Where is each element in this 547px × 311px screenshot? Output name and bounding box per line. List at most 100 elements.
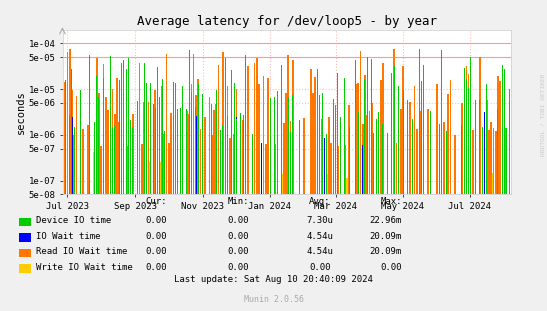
Bar [400,102,401,194]
Bar [222,52,224,194]
Bar [400,109,402,194]
Bar [103,78,104,194]
Text: 22.96m: 22.96m [370,216,402,225]
Bar [362,145,363,194]
Bar [421,111,422,194]
Bar [75,96,77,194]
Bar [236,89,237,194]
Bar [225,58,226,194]
Bar [211,135,213,194]
Text: Device IO time: Device IO time [36,216,111,225]
Bar [229,138,230,194]
Bar [486,100,487,194]
Bar [236,119,237,194]
Bar [479,100,480,194]
Bar [364,79,365,194]
Bar [112,89,113,194]
Bar [499,81,501,194]
Bar [208,97,210,194]
Bar [499,155,501,194]
Bar [387,141,388,194]
Text: 0.00: 0.00 [227,232,249,241]
Text: 4.54u: 4.54u [306,248,334,256]
Bar [340,117,341,194]
Text: Write IO Wait time: Write IO Wait time [36,263,132,272]
Bar [392,73,393,194]
Bar [260,143,262,194]
Bar [423,128,424,194]
Bar [182,86,183,194]
Text: Avg:: Avg: [309,197,331,206]
Bar [281,65,282,194]
Bar [173,82,174,194]
Bar [265,144,266,194]
Text: 0.00: 0.00 [145,232,167,241]
Bar [416,129,417,194]
Bar [488,130,490,194]
Bar [179,109,181,194]
Bar [412,119,413,194]
Bar [504,128,505,194]
Bar [227,116,228,194]
Bar [98,93,100,194]
Bar [118,122,120,194]
Bar [216,104,217,194]
Bar [254,63,255,194]
Bar [492,174,494,194]
Bar [288,55,289,194]
Bar [312,93,314,194]
Bar [65,80,66,194]
Bar [423,65,424,194]
Bar [132,114,133,194]
Bar [161,86,163,194]
Bar [364,75,366,194]
Bar [337,146,339,194]
Bar [220,130,221,194]
Bar [504,69,505,194]
Bar [403,66,404,194]
Bar [299,120,300,194]
Bar [94,143,95,194]
Bar [153,104,154,194]
Text: 4.54u: 4.54u [306,232,334,241]
Bar [468,87,469,194]
Bar [274,144,276,194]
Bar [148,162,149,194]
Bar [358,113,359,194]
Text: 0.00: 0.00 [145,216,167,225]
Bar [161,79,162,194]
Bar [355,84,357,194]
Bar [187,109,188,194]
Text: 7.30u: 7.30u [306,216,334,225]
Text: Max:: Max: [381,197,402,206]
Bar [132,127,133,194]
Text: 0.00: 0.00 [309,263,331,272]
Bar [430,111,431,194]
Bar [356,60,357,194]
Bar [159,162,161,194]
Bar [371,59,372,194]
Bar [204,117,206,194]
Bar [188,114,190,194]
Bar [234,83,235,194]
Bar [252,133,253,194]
Bar [107,110,109,194]
Bar [393,49,395,194]
Bar [337,72,339,194]
Bar [270,98,271,194]
Text: 0.00: 0.00 [227,263,249,272]
Bar [146,83,147,194]
Bar [177,109,178,194]
Bar [441,50,442,194]
Bar [71,90,73,194]
Bar [447,94,449,194]
Bar [366,57,368,194]
Bar [197,85,199,194]
Bar [74,127,75,194]
Bar [328,117,330,194]
Bar [103,64,104,194]
Bar [128,58,129,194]
Bar [330,142,332,194]
Bar [243,115,244,194]
Bar [125,69,126,194]
